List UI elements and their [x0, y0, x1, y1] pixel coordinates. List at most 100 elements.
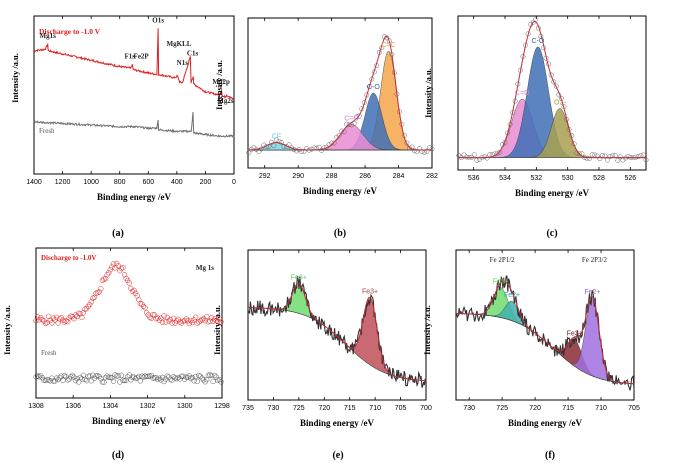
x-tick-label: 1304	[103, 403, 119, 410]
data-point-discharge	[162, 319, 169, 325]
data-point	[304, 146, 309, 151]
data-point-fresh	[90, 372, 96, 378]
data-point-discharge	[181, 318, 188, 324]
x-tick-label: 1306	[65, 403, 81, 410]
data-point-discharge	[218, 319, 224, 325]
x-tick-label: 532	[530, 175, 542, 182]
data-point-fresh	[115, 373, 121, 379]
y-axis-label: Intensity /a.u.	[214, 60, 224, 110]
fit-envelope	[248, 282, 426, 382]
x-axis-label: Binding energy /eV	[92, 416, 167, 426]
data-point-discharge	[80, 310, 87, 316]
orbital-annotation: Fe 2P3/2	[582, 256, 608, 264]
data-point-fresh	[85, 373, 91, 380]
x-tick-label: 730	[463, 405, 475, 412]
data-point-discharge	[159, 319, 166, 325]
data-point	[268, 139, 274, 145]
data-point	[607, 154, 613, 159]
data-point-discharge	[170, 315, 177, 321]
data-point-fresh	[189, 374, 196, 381]
data-point-discharge	[151, 312, 158, 318]
component-label: C-O	[531, 38, 544, 45]
data-point-fresh	[117, 379, 123, 385]
data-point-fresh	[38, 372, 44, 379]
data-point	[633, 154, 639, 160]
data-point-discharge	[193, 314, 199, 320]
data-point-fresh	[34, 373, 41, 379]
panel-label: (c)	[546, 228, 557, 239]
data-point-discharge	[142, 305, 148, 311]
data-point	[294, 148, 299, 154]
data-point	[494, 150, 500, 156]
legend-entry: Fresh	[41, 349, 57, 357]
data-point-discharge	[167, 316, 174, 323]
x-tick-label: 536	[468, 175, 480, 182]
x-tick-label: 800	[114, 179, 126, 186]
data-point-fresh	[197, 373, 204, 379]
component-label: C-O	[367, 84, 380, 91]
data-point	[422, 149, 427, 155]
panel-label: (f)	[545, 450, 555, 461]
data-point-discharge	[88, 299, 94, 305]
data-point-discharge	[129, 288, 136, 295]
x-tick-label: 705	[628, 405, 640, 412]
data-point	[316, 144, 322, 150]
peak-annotation: O1s	[152, 16, 164, 24]
data-point-discharge	[140, 303, 147, 310]
panel-d: 1308 1306 1304 1302 1300 1298 Binding energy /…	[2, 247, 230, 461]
plot-frame	[457, 15, 647, 171]
data-point	[276, 139, 282, 144]
component-label: Fe3+	[291, 274, 307, 281]
data-point-discharge	[41, 318, 47, 324]
data-point-fresh	[140, 374, 147, 380]
data-point-fresh	[194, 378, 200, 385]
data-point-fresh	[145, 373, 151, 379]
component-label: O2-	[554, 99, 566, 106]
x-tick-label: 710	[595, 405, 607, 412]
data-point	[615, 158, 621, 164]
data-point-fresh	[101, 379, 107, 385]
data-point-discharge	[85, 303, 91, 310]
panel-label: (e)	[332, 450, 343, 461]
data-point-fresh	[95, 372, 101, 379]
data-point-discharge	[77, 311, 83, 317]
data-point	[314, 145, 320, 151]
panel-b: 292 290 288 286 284 282 Binding energy /eV Inte…	[214, 17, 438, 239]
data-point-discharge	[110, 261, 117, 267]
data-point-fresh	[134, 375, 140, 381]
x-tick-label: 600	[142, 179, 154, 186]
x-tick-label: 534	[499, 175, 511, 182]
data-point	[331, 140, 337, 146]
fit-envelope	[248, 35, 432, 151]
data-point	[635, 154, 641, 159]
data-point	[369, 76, 375, 82]
data-point	[599, 153, 605, 158]
data-point-discharge	[128, 285, 134, 292]
data-point	[610, 153, 616, 158]
peak-annotation: F1s	[124, 53, 135, 61]
x-tick-label: 292	[259, 173, 271, 180]
x-axis-label: Binding energy /eV	[97, 192, 172, 202]
data-point-discharge	[194, 320, 200, 326]
data-point-fresh	[137, 378, 143, 384]
data-point-fresh	[208, 372, 215, 379]
data-point-fresh	[64, 377, 71, 383]
component-label: Fe3+	[493, 279, 509, 286]
data-point-fresh	[175, 374, 181, 381]
panel-a: 1400 1200 1000 800 600 400 200 0 Binding energy …	[10, 15, 236, 239]
data-point-discharge	[95, 289, 101, 296]
x-tick-label: 1308	[28, 403, 44, 410]
data-point-fresh	[193, 373, 199, 380]
data-point-fresh	[212, 372, 218, 379]
legend-discharge: Discharge to -1.0 V	[39, 27, 101, 36]
peak-annotation: MgKLL	[167, 40, 192, 48]
x-tick-label: 400	[171, 179, 183, 186]
component-label: Fe2+	[504, 292, 520, 299]
data-point-discharge	[64, 319, 71, 325]
x-tick-label: 1300	[177, 403, 193, 410]
data-point-discharge	[42, 320, 49, 327]
data-point-fresh	[87, 373, 93, 379]
data-point-discharge	[199, 317, 205, 323]
data-point-fresh	[36, 374, 42, 380]
